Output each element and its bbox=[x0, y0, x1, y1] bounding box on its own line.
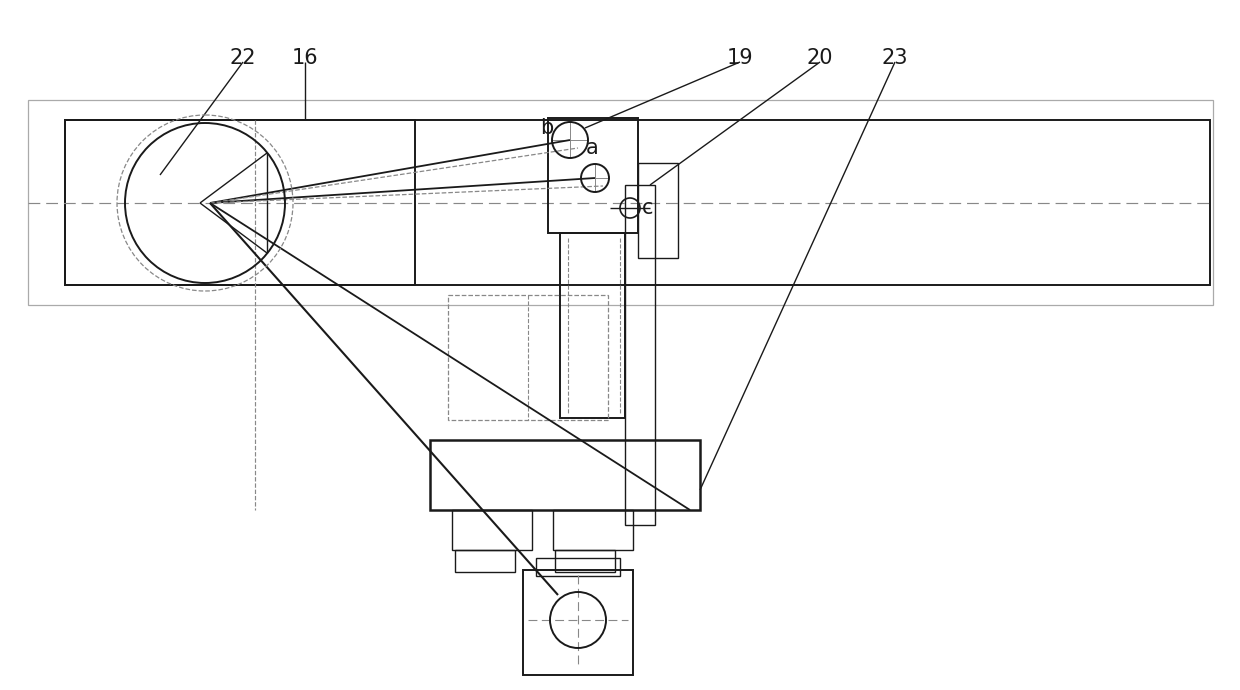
Bar bbox=[523, 570, 632, 675]
Bar bbox=[560, 233, 625, 418]
Bar bbox=[553, 510, 632, 550]
Text: 19: 19 bbox=[727, 48, 754, 68]
Text: 23: 23 bbox=[882, 48, 908, 68]
Bar bbox=[548, 118, 639, 233]
Text: b: b bbox=[541, 118, 553, 138]
Bar bbox=[64, 120, 1210, 285]
Bar bbox=[453, 510, 532, 550]
Bar bbox=[29, 100, 1213, 305]
Text: 16: 16 bbox=[291, 48, 319, 68]
Bar bbox=[625, 185, 655, 525]
Bar bbox=[455, 550, 515, 572]
Text: c: c bbox=[642, 198, 653, 218]
Bar bbox=[430, 440, 701, 510]
Text: 20: 20 bbox=[807, 48, 833, 68]
Bar bbox=[556, 550, 615, 572]
Bar bbox=[448, 295, 608, 420]
Bar bbox=[639, 163, 678, 258]
Bar bbox=[536, 558, 620, 576]
Bar bbox=[64, 120, 415, 285]
Text: 22: 22 bbox=[229, 48, 257, 68]
Text: a: a bbox=[585, 138, 599, 158]
